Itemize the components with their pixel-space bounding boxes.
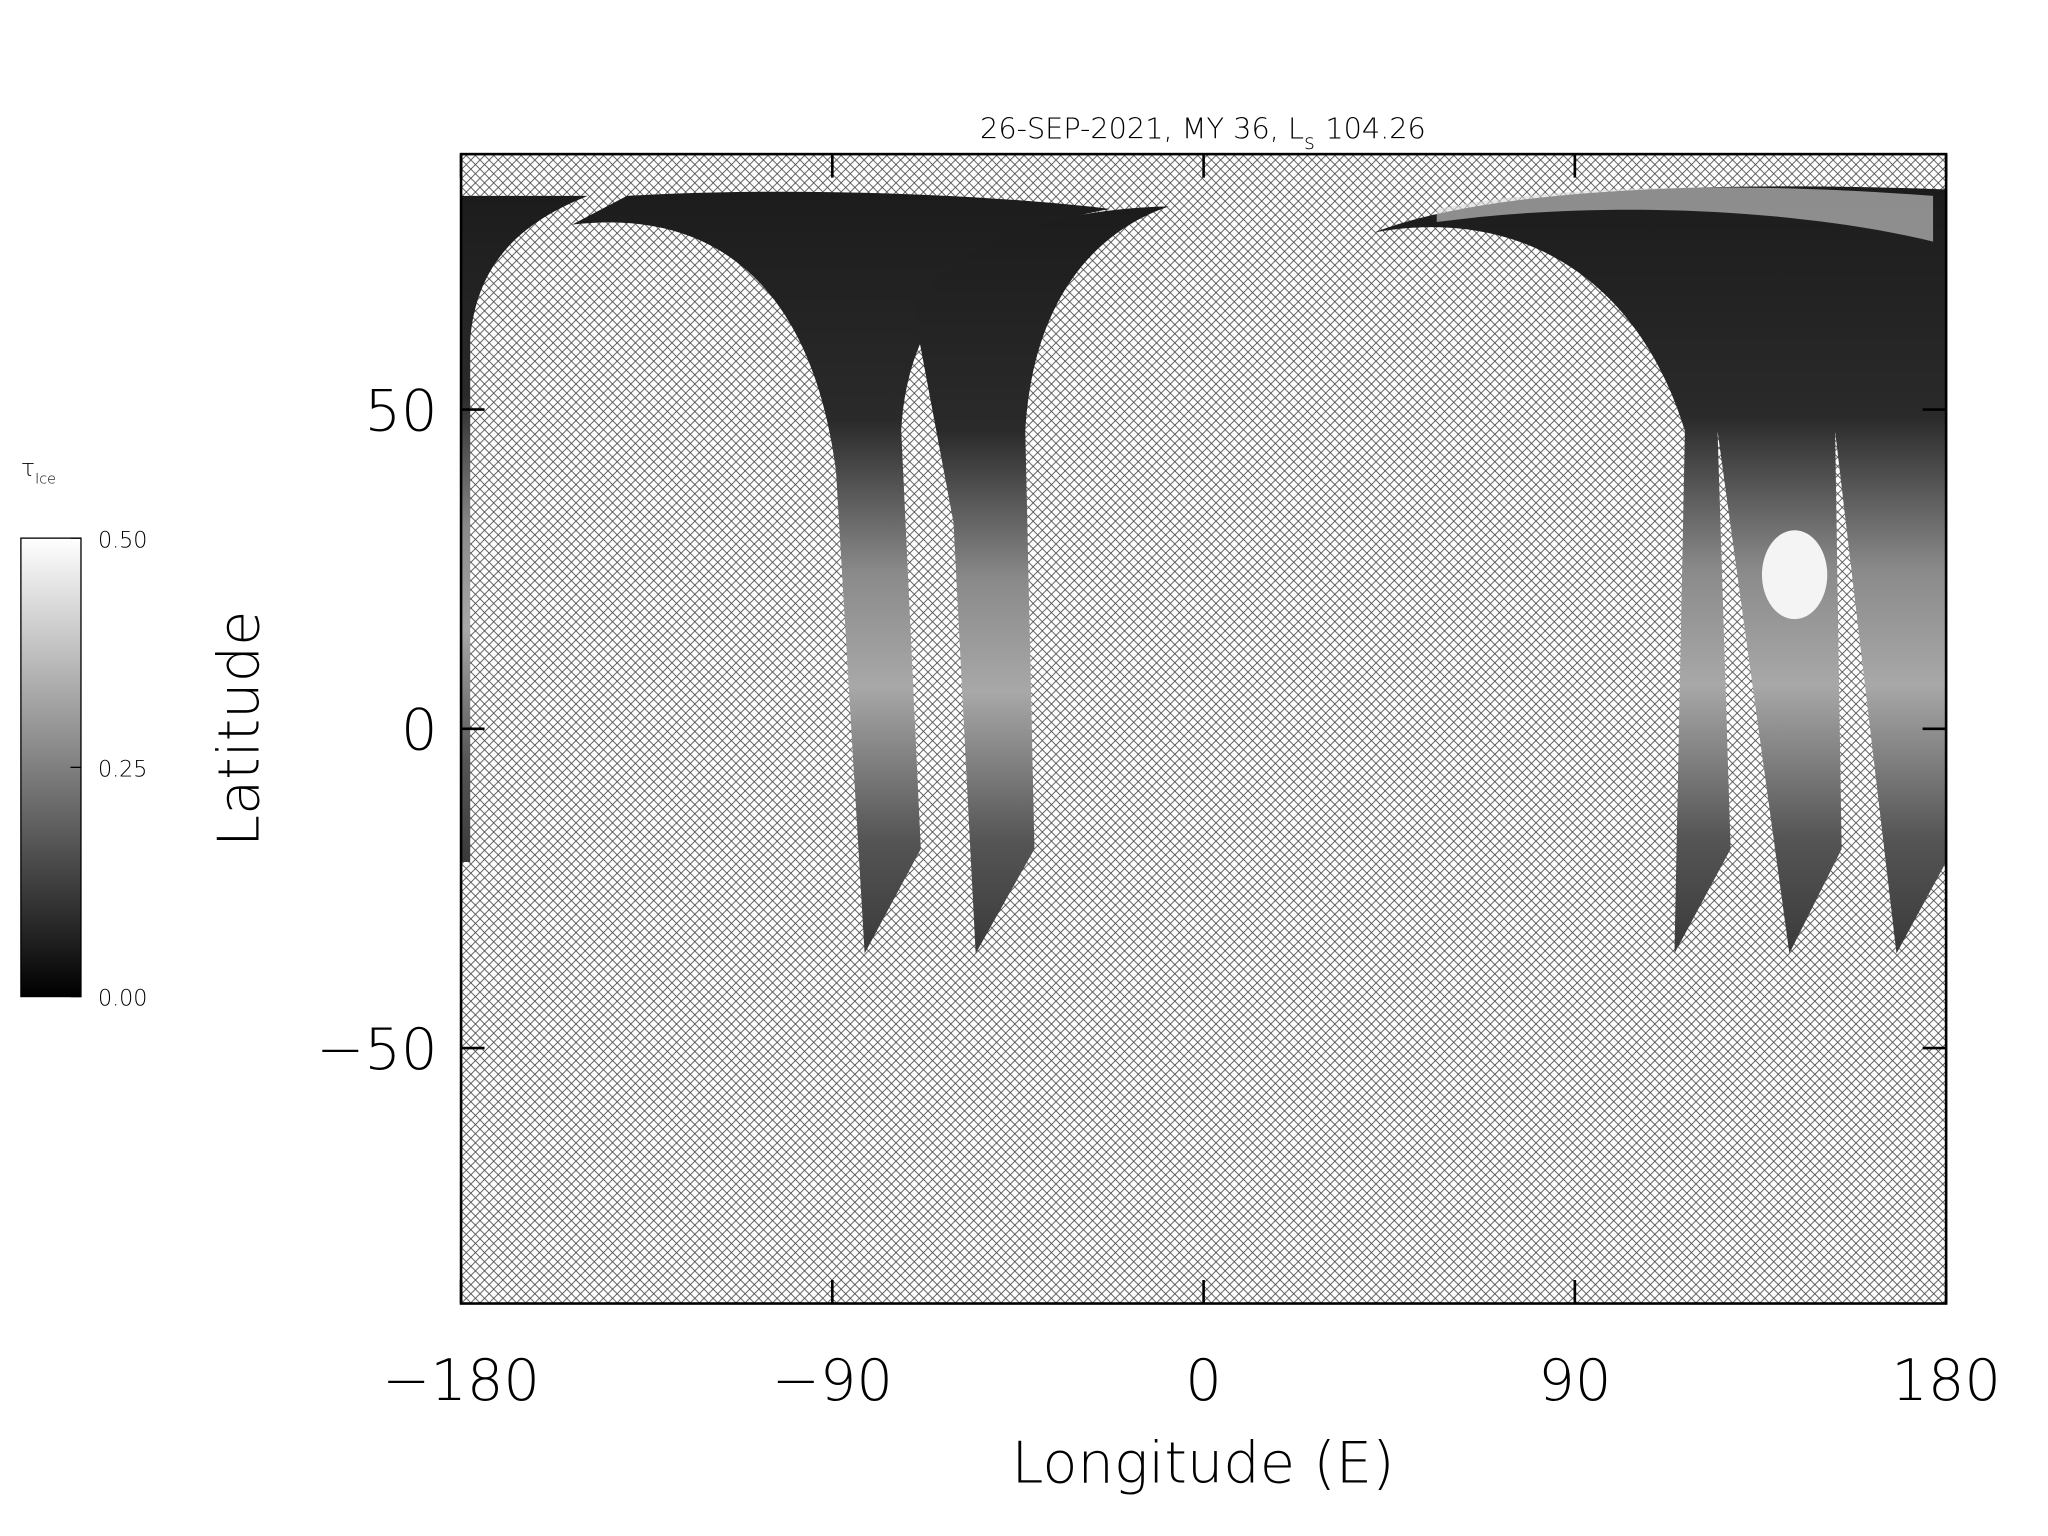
- observation-swaths: [461, 186, 1947, 954]
- x-tick-label: 90: [1538, 1347, 1611, 1414]
- y-tick-label: −50: [316, 1016, 437, 1083]
- swath: [461, 195, 588, 863]
- title-value: 104.26: [1325, 111, 1425, 145]
- y-tick-label: 0: [401, 697, 438, 764]
- swath: [1374, 186, 1947, 954]
- x-axis-label: Longitude (E): [1011, 1429, 1394, 1496]
- colorbar-label: τIce: [21, 453, 56, 487]
- bright-cloud: [1761, 530, 1828, 620]
- colorbar-tick-label: 0.25: [98, 756, 147, 782]
- colorbar-tick-label: 0.00: [98, 986, 147, 1012]
- colorbar-subscript: Ice: [35, 471, 56, 487]
- x-tick-label: 180: [1891, 1347, 2001, 1414]
- title-subscript: s: [1304, 130, 1315, 154]
- swath: [572, 191, 1111, 954]
- chart-title: 26-SEP-2021, MY 36, Ls 104.26: [980, 111, 1426, 153]
- title-text: 26-SEP-2021, MY 36, L: [980, 111, 1304, 145]
- y-tick-label: 50: [364, 377, 437, 444]
- swath: [914, 206, 1169, 954]
- y-axis-label: Latitude: [206, 611, 273, 847]
- x-tick-label: −90: [772, 1347, 893, 1414]
- x-tick-label: −180: [382, 1347, 540, 1414]
- colorbar-symbol: τ: [21, 453, 35, 481]
- colorbar-tick-label: 0.50: [98, 527, 147, 553]
- polar-ice: [1436, 187, 1934, 242]
- x-tick-label: 0: [1185, 1347, 1222, 1414]
